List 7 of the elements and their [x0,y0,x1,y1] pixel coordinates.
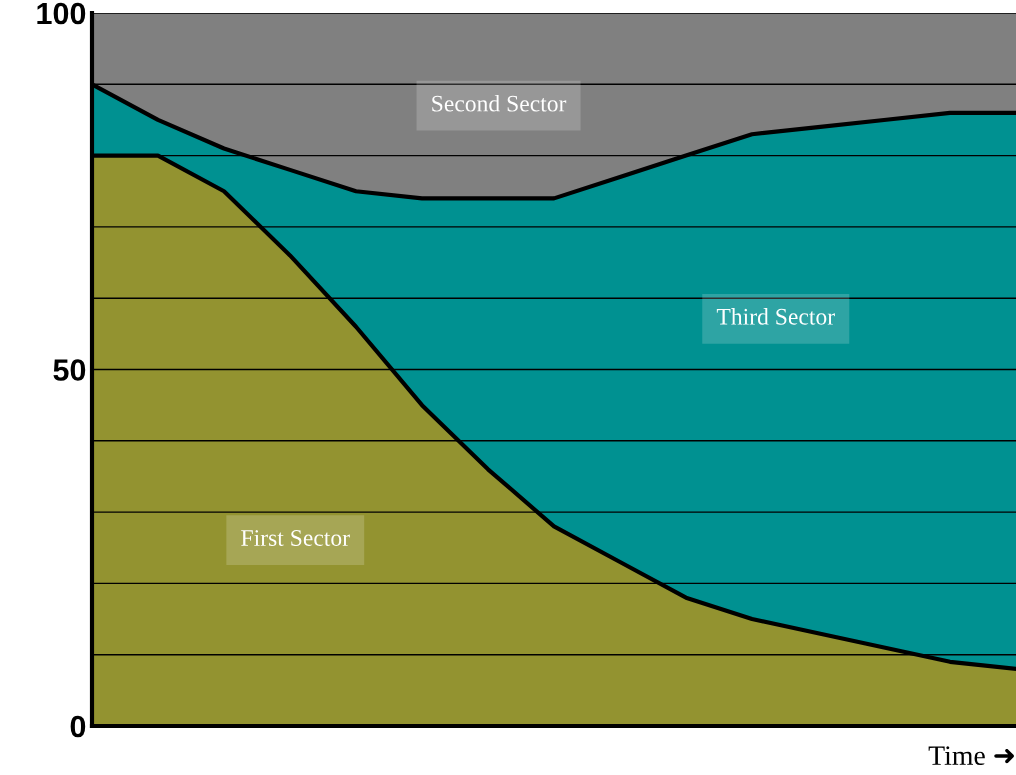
x-axis-title: Time ➜ [928,746,1014,765]
y-tick-label: 50 [53,359,86,381]
series-label: Second Sector [432,94,567,112]
series-label: Third Sector [716,308,835,325]
y-tick-label: 100 [37,2,86,25]
y-tick-label: 0 [70,715,86,738]
series-label: First Sector [241,530,350,546]
